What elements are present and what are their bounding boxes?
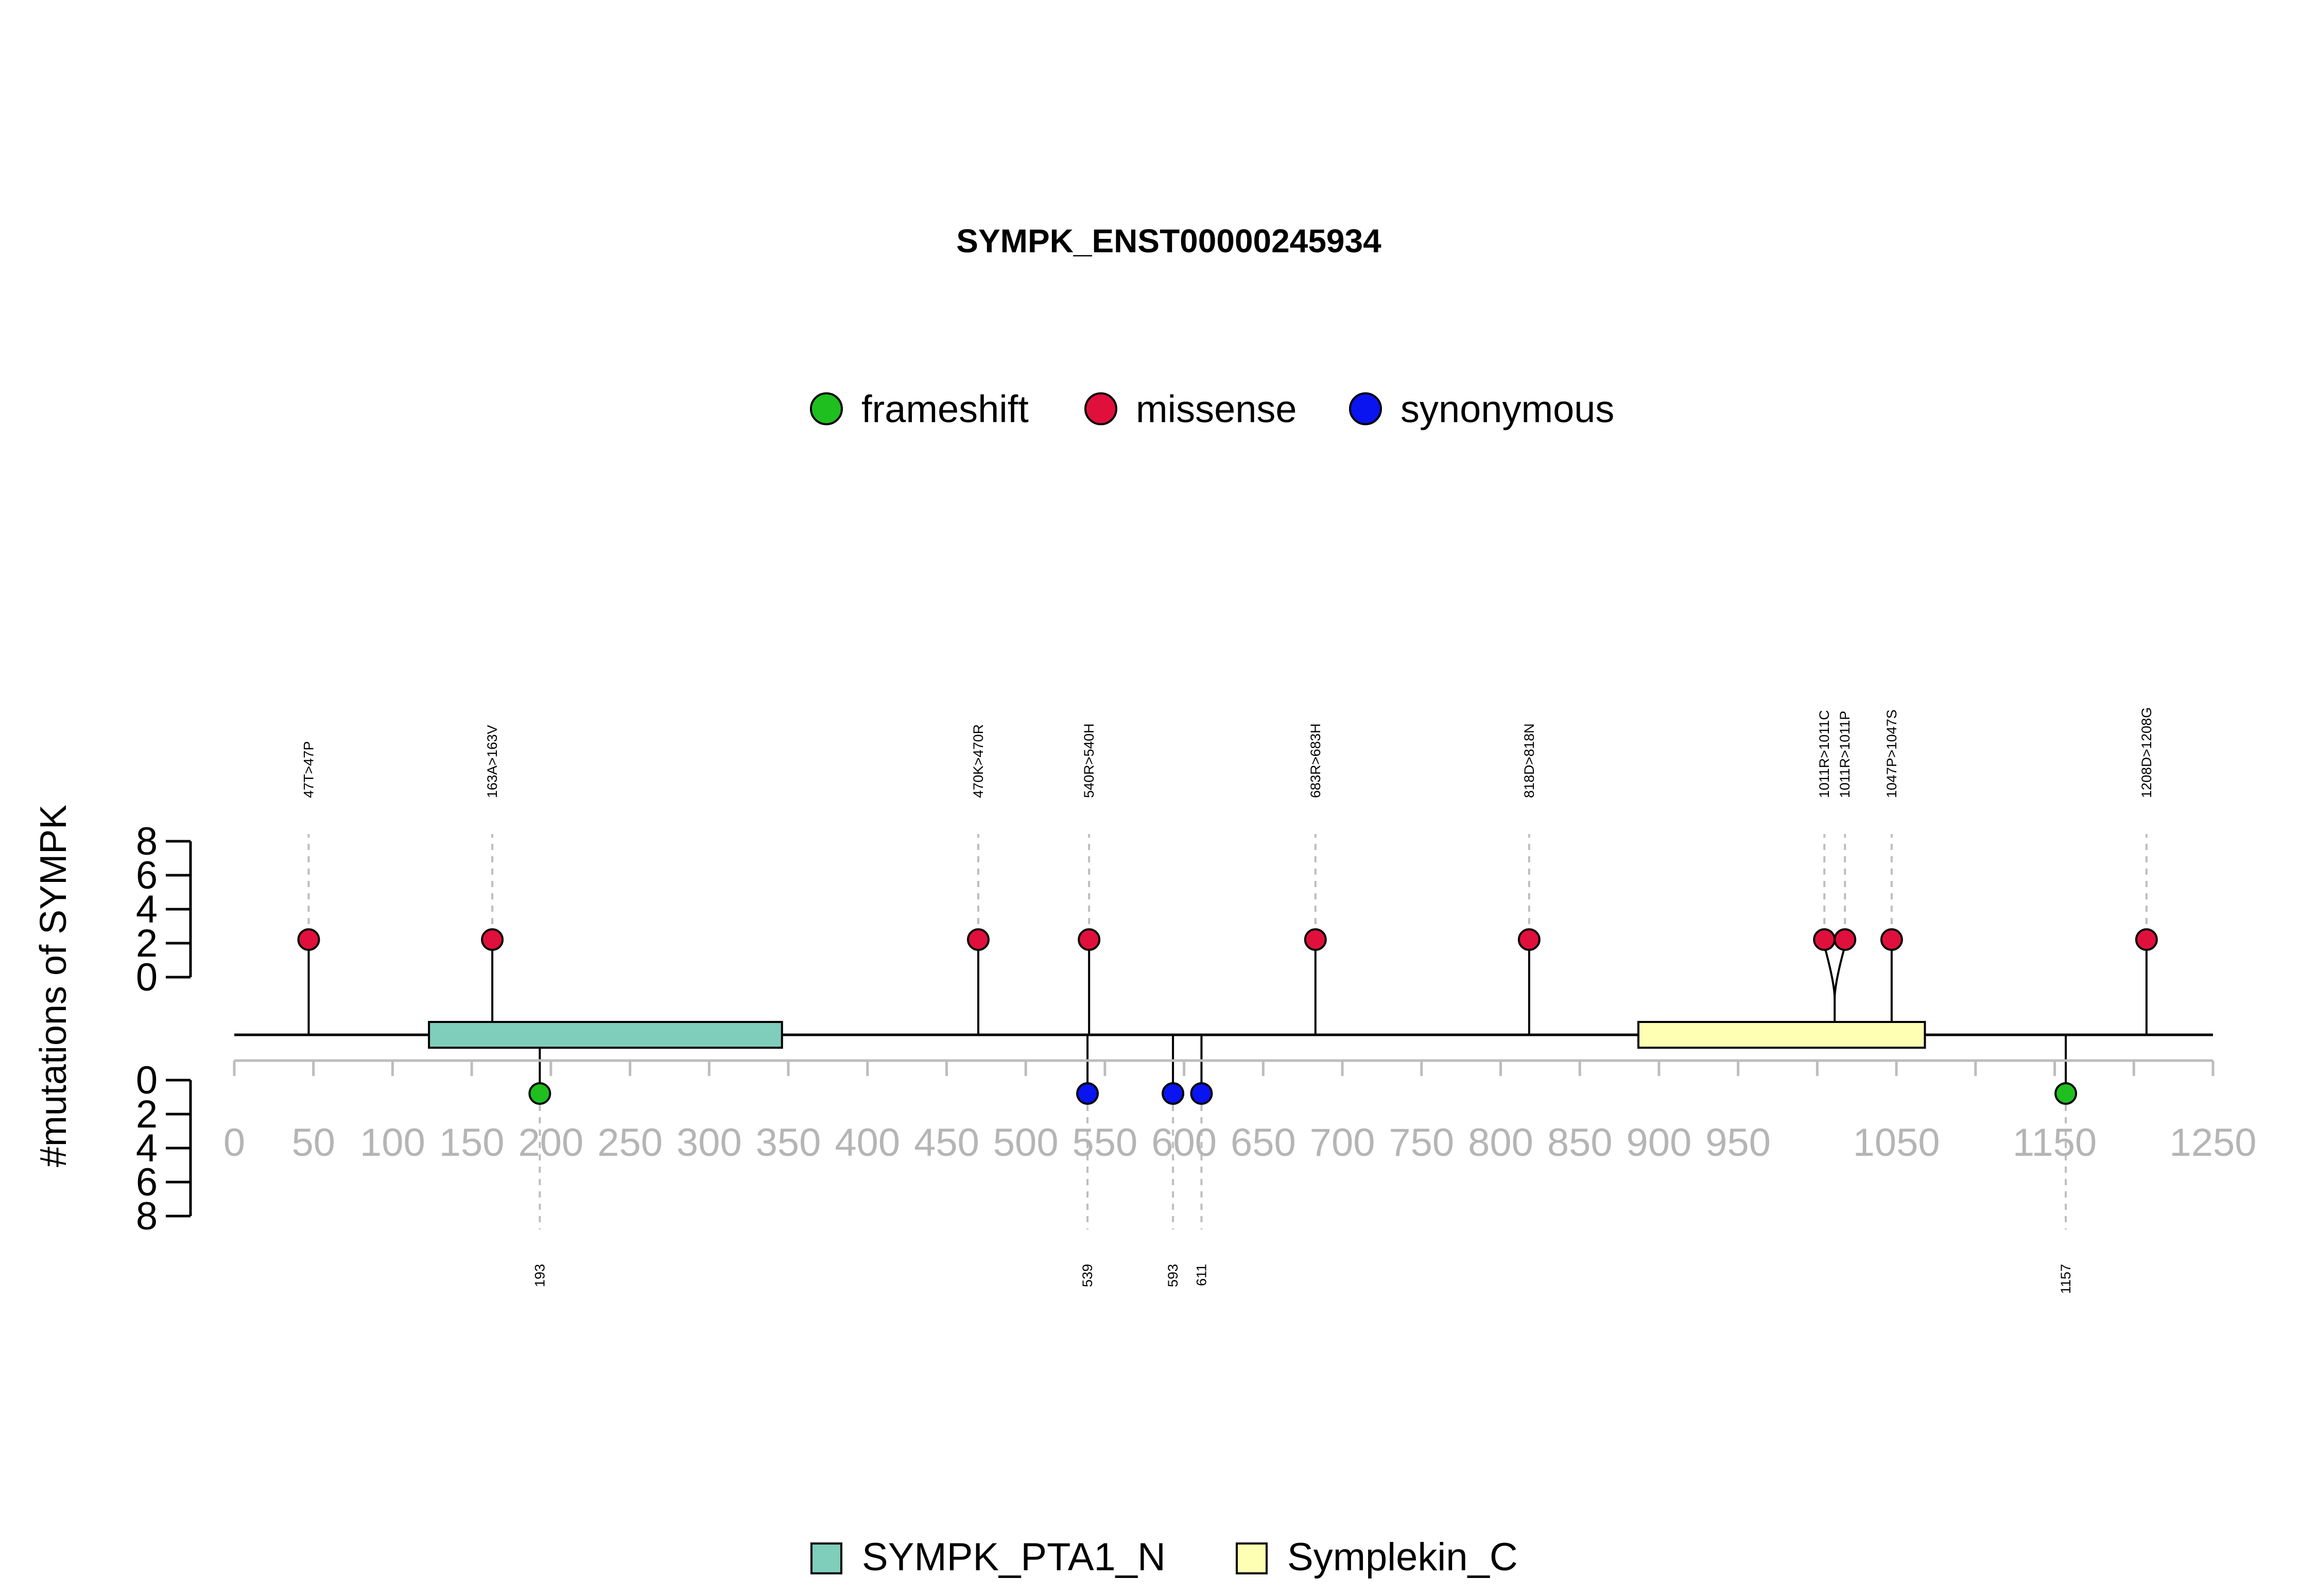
point-lower-539 — [1076, 1082, 1099, 1105]
point-upper-683-0 — [1304, 928, 1327, 951]
point-upper-818-0 — [1517, 928, 1541, 951]
x-tick-label-0: 0 — [223, 1121, 245, 1165]
mut-label-upper-8: 1047P>1047S — [1884, 709, 1899, 798]
protein-domains — [428, 1021, 1926, 1049]
mut-label-upper-2: 470K>470R — [971, 724, 986, 798]
x-tick-label-50: 50 — [291, 1121, 335, 1165]
stem-branch-1011-0 — [1823, 945, 1836, 999]
point-upper-47-0 — [297, 928, 320, 951]
mut-label-upper-5: 818D>818N — [1521, 723, 1537, 798]
point-upper-163-0 — [481, 928, 504, 951]
point-upper-1208-0 — [2135, 928, 2158, 951]
mut-label-upper-9: 1208D>1208G — [2139, 707, 2154, 798]
x-tick-label-1250: 1250 — [2169, 1121, 2256, 1165]
mutation-labels: 47T>47P 163A>163V 470K>470R 540R>540H 683R>6… — [301, 707, 2154, 1294]
y-upper-tick-label-2: 2 — [136, 922, 158, 965]
x-tick-label-900: 900 — [1627, 1121, 1692, 1165]
y-upper-tick-label-4: 4 — [136, 888, 158, 931]
legend-marker-frameshift — [810, 392, 843, 425]
mut-label-upper-1: 163A>163V — [485, 725, 500, 798]
chart-title: SYMPK_ENST00000245934 — [956, 222, 1381, 259]
x-tick-label-200: 200 — [518, 1121, 583, 1165]
y-upper-tick-label-6: 6 — [136, 854, 158, 897]
legend-marker-synonymous — [1349, 392, 1382, 425]
x-tick-label-150: 150 — [439, 1121, 505, 1165]
mut-label-upper-4: 683R>683H — [1308, 723, 1323, 798]
legend-marker-missense — [1084, 392, 1117, 425]
x-tick-label-250: 250 — [597, 1121, 663, 1165]
x-tick-label-750: 750 — [1389, 1121, 1454, 1165]
domain-legend-label-Symplekin_C: Symplekin_C — [1287, 1535, 1518, 1579]
point-upper-470-0 — [966, 928, 990, 951]
mutation-points — [297, 928, 2158, 1105]
mut-label-upper-6: 1011R>1011C — [1817, 710, 1832, 798]
mut-label-upper-3: 540R>540H — [1081, 723, 1097, 798]
stem-branch-1011-1 — [1834, 945, 1846, 999]
mut-label-lower-2: 593 — [1165, 1264, 1181, 1287]
point-upper-1011-0 — [1813, 928, 1836, 951]
x-tick-label-450: 450 — [914, 1121, 979, 1165]
y-lower-tick-label-2: 2 — [136, 1092, 158, 1136]
domain-SYMPK_PTA1_N — [428, 1021, 783, 1049]
upper-stems — [307, 834, 2148, 1035]
domain-legend-swatch-Symplekin_C — [1236, 1542, 1268, 1574]
x-tick-label-1050: 1050 — [1853, 1121, 1940, 1165]
legend-label-missense: missense — [1136, 388, 1297, 430]
point-lower-193 — [528, 1082, 551, 1105]
x-tick-label-650: 650 — [1231, 1121, 1296, 1165]
mut-label-lower-3: 611 — [1194, 1264, 1209, 1286]
x-axis: 0 50 100 150 200 250 300 350 400 450 500 550 600 650 7… — [223, 1059, 2257, 1165]
y-lower-tick-label-0: 0 — [136, 1059, 158, 1102]
x-tick-label-100: 100 — [360, 1121, 425, 1165]
y-lower-tick-label-4: 4 — [136, 1126, 158, 1170]
point-upper-1047-0 — [1880, 928, 1903, 951]
point-upper-540-0 — [1078, 928, 1101, 951]
y-axis-label: #mutations of SYMPK — [33, 805, 74, 1167]
x-tick-label-950: 950 — [1705, 1121, 1771, 1165]
x-tick-label-1150: 1150 — [2013, 1121, 2097, 1165]
legend-label-synonymous: synonymous — [1400, 388, 1614, 430]
y-upper-tick-label-8: 8 — [136, 820, 158, 863]
mutation-type-legend: frameshift missense synonymous — [810, 388, 1614, 430]
point-upper-1011-1 — [1834, 928, 1857, 951]
mut-label-lower-4: 1157 — [2058, 1264, 2073, 1294]
y-upper-tick-label-0: 0 — [136, 956, 158, 999]
point-lower-1157 — [2054, 1082, 2078, 1105]
x-tick-label-700: 700 — [1310, 1121, 1375, 1165]
x-tick-label-350: 350 — [756, 1121, 821, 1165]
x-tick-label-850: 850 — [1547, 1121, 1613, 1165]
domain-legend-label-SYMPK_PTA1_N: SYMPK_PTA1_N — [862, 1535, 1166, 1579]
x-tick-label-800: 800 — [1468, 1121, 1533, 1165]
x-tick-label-400: 400 — [835, 1121, 900, 1165]
x-tick-label-500: 500 — [993, 1121, 1059, 1165]
mut-label-upper-0: 47T>47P — [301, 741, 316, 798]
x-tick-label-550: 550 — [1073, 1121, 1138, 1165]
y-lower-tick-label-6: 6 — [136, 1160, 158, 1204]
point-lower-611 — [1190, 1082, 1213, 1105]
y-lower-tick-label-8: 8 — [136, 1194, 158, 1238]
point-lower-593 — [1162, 1082, 1185, 1105]
legend-label-frameshift: frameshift — [861, 388, 1029, 430]
x-tick-label-600: 600 — [1151, 1121, 1217, 1165]
mut-label-lower-0: 193 — [532, 1264, 547, 1287]
mut-label-upper-7: 1011R>1011P — [1837, 711, 1853, 798]
domain-Symplekin_C — [1637, 1021, 1926, 1049]
domain-legend: SYMPK_PTA1_N Symplekin_C — [810, 1535, 1518, 1579]
x-tick-label-300: 300 — [677, 1121, 742, 1165]
mut-label-lower-1: 539 — [1080, 1264, 1095, 1287]
domain-legend-swatch-SYMPK_PTA1_N — [810, 1542, 842, 1574]
